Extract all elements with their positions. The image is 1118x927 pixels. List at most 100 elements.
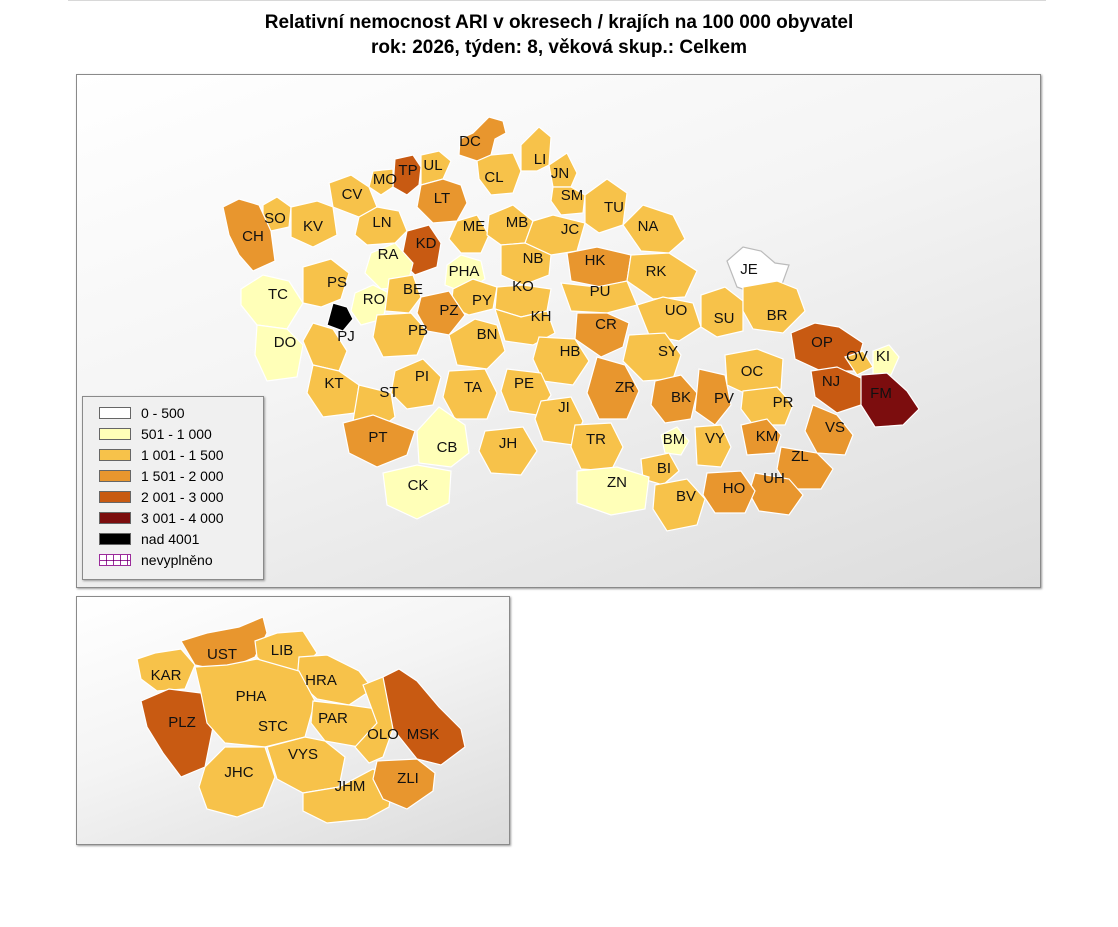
district-jh[interactable] xyxy=(478,426,538,476)
district-ta[interactable] xyxy=(442,368,498,420)
district-label: KV xyxy=(303,218,323,235)
district-pr[interactable] xyxy=(740,386,794,426)
district-label: PY xyxy=(472,292,492,309)
district-km[interactable] xyxy=(740,418,782,456)
district-label: PR xyxy=(773,394,794,411)
district-zn[interactable] xyxy=(576,466,650,516)
district-label: UO xyxy=(665,302,688,319)
legend-item: 0 - 500 xyxy=(99,405,185,421)
district-kh[interactable] xyxy=(494,308,556,346)
district-cl[interactable] xyxy=(476,152,522,196)
district-label: OV xyxy=(846,348,868,365)
district-label: TR xyxy=(586,431,606,448)
district-pm[interactable] xyxy=(326,302,354,332)
district-tc[interactable] xyxy=(240,274,304,330)
district-label: JH xyxy=(499,435,517,452)
region-jhc[interactable] xyxy=(198,746,276,818)
legend-swatch xyxy=(99,554,131,566)
district-label: KI xyxy=(876,348,890,365)
district-label: RA xyxy=(378,246,399,263)
district-label: LI xyxy=(534,151,547,168)
district-cb[interactable] xyxy=(416,406,470,468)
district-sm[interactable] xyxy=(550,186,586,216)
district-jn[interactable] xyxy=(548,152,578,188)
legend-item: 3 001 - 4 000 xyxy=(99,510,224,526)
district-ln[interactable] xyxy=(354,206,408,246)
district-mo[interactable] xyxy=(368,168,394,196)
district-bn[interactable] xyxy=(448,318,506,370)
district-label: KT xyxy=(324,375,343,392)
district-ul[interactable] xyxy=(420,150,452,186)
district-label: BI xyxy=(657,460,671,477)
district-vy[interactable] xyxy=(694,424,732,468)
region-zli[interactable] xyxy=(372,758,436,810)
region-label: STC xyxy=(258,718,288,735)
district-zr[interactable] xyxy=(586,356,640,420)
district-label: ZL xyxy=(791,448,809,465)
district-ki[interactable] xyxy=(872,344,900,376)
district-label: PU xyxy=(590,283,611,300)
legend-item: 2 001 - 3 000 xyxy=(99,489,224,505)
district-dc[interactable] xyxy=(458,116,507,162)
legend-swatch xyxy=(99,449,131,461)
legend: 0 - 500 501 - 1 000 1 001 - 1 500 1 501 - 2… xyxy=(82,396,264,580)
legend-label: nevyplněno xyxy=(141,552,213,568)
district-na[interactable] xyxy=(622,204,686,254)
district-pv[interactable] xyxy=(694,368,732,426)
district-be[interactable] xyxy=(384,274,422,314)
district-ho[interactable] xyxy=(702,470,756,514)
district-label: ZR xyxy=(615,379,635,396)
region-label: HRA xyxy=(305,672,337,689)
district-zl[interactable] xyxy=(776,446,834,490)
region-map-panel: KAR UST LIB PHA HRA PLZ STC PAR OLO MSK VYS JHC JHM Z… xyxy=(76,596,510,845)
district-label: MB xyxy=(506,214,529,231)
district-label: NB xyxy=(523,250,544,267)
district-vs[interactable] xyxy=(804,404,854,456)
district-bv[interactable] xyxy=(652,478,706,532)
district-su[interactable] xyxy=(700,286,744,338)
district-fm[interactable] xyxy=(860,372,920,428)
district-ch[interactable] xyxy=(222,198,276,272)
district-label: TU xyxy=(604,199,624,216)
region-msk[interactable] xyxy=(382,668,466,766)
district-label: BN xyxy=(477,326,498,343)
legend-swatch xyxy=(99,533,131,545)
district-label: HO xyxy=(723,480,746,497)
district-hb[interactable] xyxy=(532,336,590,386)
district-pt[interactable] xyxy=(342,414,416,468)
region-label: KAR xyxy=(151,667,182,684)
district-label: SY xyxy=(658,343,678,360)
district-label: BE xyxy=(403,281,423,298)
region-label: PLZ xyxy=(168,714,196,731)
district-label: BV xyxy=(676,488,696,505)
district-label: VY xyxy=(705,430,725,447)
district-br[interactable] xyxy=(742,280,806,334)
region-label: JHM xyxy=(335,778,366,795)
district-do[interactable] xyxy=(254,324,304,382)
district-ps[interactable] xyxy=(302,258,350,308)
district-ck[interactable] xyxy=(382,464,452,520)
region-label: LIB xyxy=(271,642,294,659)
district-pb[interactable] xyxy=(372,312,428,358)
region-label: JHC xyxy=(224,764,253,781)
region-plz[interactable] xyxy=(140,688,214,778)
district-label: CL xyxy=(484,169,503,186)
district-bm[interactable] xyxy=(660,426,690,456)
legend-label: 1 001 - 1 500 xyxy=(141,447,224,463)
district-label: KM xyxy=(756,428,779,445)
legend-label: 3 001 - 4 000 xyxy=(141,510,224,526)
district-nb[interactable] xyxy=(500,242,552,286)
district-lt[interactable] xyxy=(416,178,468,224)
district-label: PS xyxy=(327,274,347,291)
district-label: RK xyxy=(646,263,667,280)
region-jhm[interactable] xyxy=(302,768,394,824)
district-label: NA xyxy=(638,218,659,235)
district-label: SU xyxy=(714,310,735,327)
district-kv[interactable] xyxy=(290,200,338,248)
region-kar[interactable] xyxy=(136,648,196,692)
district-bk[interactable] xyxy=(650,374,698,424)
region-vys[interactable] xyxy=(266,736,346,794)
district-label: BR xyxy=(767,307,788,324)
district-me[interactable] xyxy=(448,214,490,254)
district-label: SO xyxy=(264,210,286,227)
